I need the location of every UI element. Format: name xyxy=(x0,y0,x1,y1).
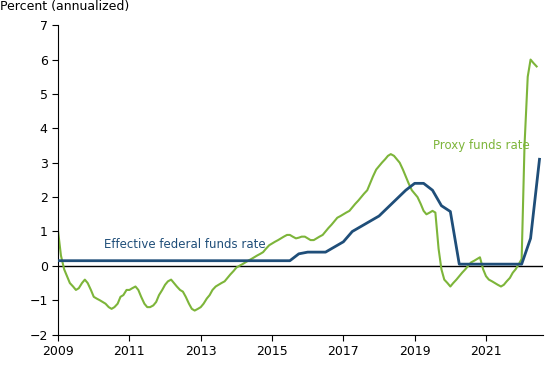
Text: Effective federal funds rate: Effective federal funds rate xyxy=(104,238,266,251)
Text: Proxy funds rate: Proxy funds rate xyxy=(432,139,529,152)
Y-axis label: Percent (annualized): Percent (annualized) xyxy=(0,0,129,13)
